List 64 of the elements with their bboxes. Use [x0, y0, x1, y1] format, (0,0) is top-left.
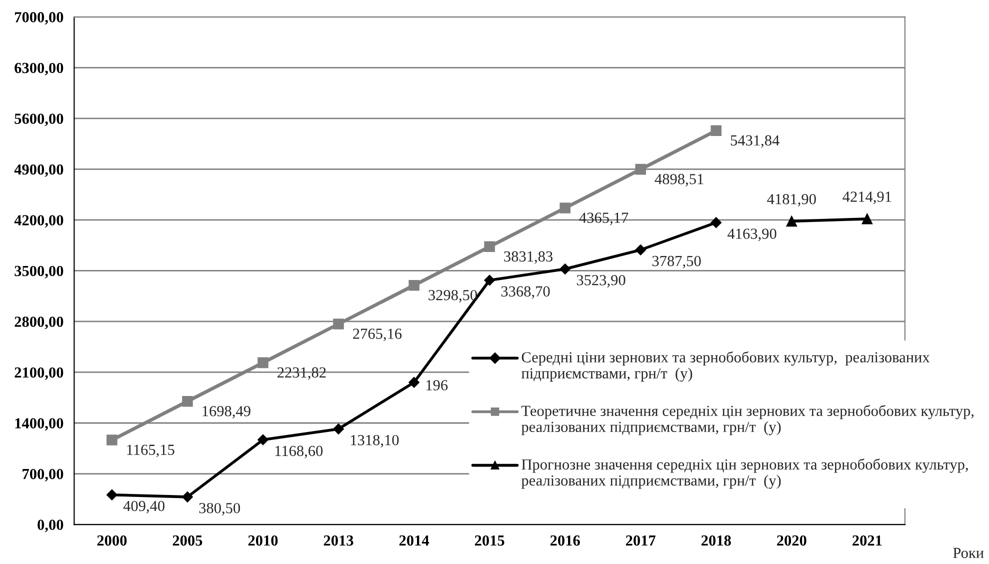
point	[258, 434, 268, 446]
point	[560, 264, 571, 274]
data-label: 1165,15	[127, 444, 174, 458]
point	[635, 164, 646, 175]
data-label: 4214,91	[842, 192, 892, 204]
point	[484, 274, 495, 286]
x-tick-label: 2015	[474, 535, 504, 546]
data-label: 1318,10	[350, 434, 399, 448]
point	[106, 434, 118, 446]
legend-label: Теоретичне значення середніх цін зернових та зернобобових культур, реалізованих підприємствами, грн/т (у)	[521, 404, 974, 436]
data-label: 3298,50	[428, 290, 477, 302]
y-tick-label: 7000,00	[14, 12, 64, 25]
data-label: 380,50	[199, 502, 240, 516]
y-tick-label: 5600,00	[14, 114, 64, 126]
x-tick-label: 2005	[172, 535, 202, 546]
point	[182, 491, 193, 502]
data-label: 4898,51	[654, 174, 704, 186]
point	[258, 357, 268, 368]
data-label: 2765,16	[353, 328, 402, 342]
y-tick-label: 0,00	[38, 520, 64, 532]
y-tick-label: 4200,00	[14, 215, 64, 228]
x-tick-label: 2020	[777, 535, 806, 546]
y-tick-label: 4900,00	[14, 164, 64, 177]
data-label: 4181,90	[767, 194, 816, 206]
point	[408, 376, 420, 388]
x-tick-label: 2016	[550, 535, 580, 546]
legend-label: Середні ціни зернових та зернобобових культур, реалізованих підприємствами, грн/т (у)	[521, 351, 930, 382]
point	[710, 125, 722, 136]
point	[635, 244, 646, 256]
data-label: 1698,49	[202, 406, 250, 418]
y-tick-label: 1400,00	[15, 418, 64, 431]
data-label: 3787,50	[652, 256, 701, 268]
point	[333, 424, 344, 434]
data-label: 4163,90	[728, 228, 776, 242]
data-label: 3831,83	[504, 251, 552, 264]
x-axis-title: Роки	[953, 548, 984, 558]
y-tick-label: 2100,00	[14, 367, 64, 380]
x-tick-label: 2017	[626, 535, 656, 546]
point	[862, 214, 873, 224]
x-tick-label: 2014	[399, 535, 430, 546]
legend-label: Прогнозне значення середніх цін зернових та зернобобових культур, реалізованих підприємствами, грн/т (у)	[521, 458, 968, 489]
x-tick-label: 2018	[701, 535, 731, 546]
y-tick-label: 3500,00	[14, 266, 64, 278]
y-tick-label: 6300,00	[14, 62, 64, 76]
point	[182, 396, 193, 407]
data-label: 3368,70	[501, 286, 550, 299]
data-label: 3523,90	[576, 275, 626, 288]
y-tick-label: 2800,00	[14, 316, 64, 330]
data-label: 1168,60	[275, 446, 323, 458]
x-tick-label: 2010	[248, 535, 278, 546]
point	[560, 202, 570, 214]
y-tick-label: 700,00	[22, 468, 64, 482]
point	[710, 217, 722, 228]
data-label: 5431,84	[730, 135, 780, 148]
x-tick-label: 2021	[852, 535, 882, 546]
point	[484, 241, 495, 252]
point	[106, 489, 118, 500]
x-tick-label: 2013	[324, 535, 354, 546]
point	[408, 280, 420, 291]
data-label: 409,40	[123, 500, 164, 514]
point	[333, 318, 344, 330]
annotation: 196	[426, 380, 448, 390]
point	[786, 216, 798, 227]
x-tick-label: 2000	[97, 535, 127, 546]
